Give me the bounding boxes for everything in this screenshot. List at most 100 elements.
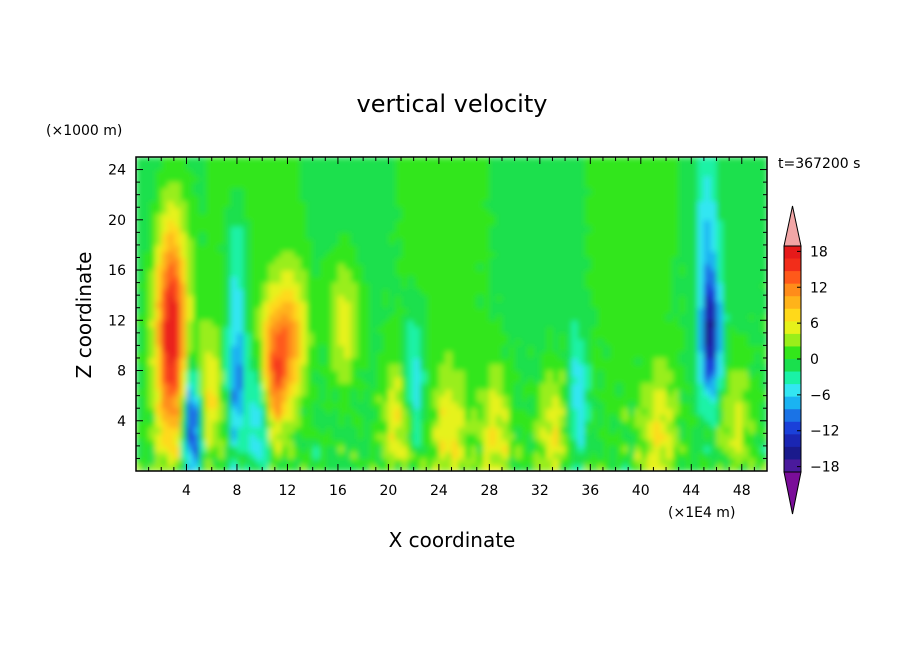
- field-cell: [344, 433, 352, 441]
- field-cell: [337, 364, 345, 372]
- field-cell: [388, 433, 396, 441]
- field-cell: [527, 207, 535, 215]
- field-cell: [331, 389, 339, 397]
- field-cell: [375, 276, 383, 284]
- field-cell: [760, 251, 767, 259]
- field-cell: [312, 458, 320, 466]
- field-cell: [520, 194, 528, 202]
- field-cell: [684, 307, 692, 315]
- field-cell: [577, 420, 585, 428]
- field-cell: [325, 182, 333, 189]
- field-cell: [363, 433, 371, 441]
- field-cell: [243, 351, 251, 359]
- field-cell: [331, 314, 339, 321]
- field-cell: [590, 401, 598, 409]
- field-cell: [363, 232, 371, 240]
- field-cell: [236, 219, 244, 227]
- field-cell: [577, 282, 585, 290]
- field-cell: [697, 207, 705, 215]
- field-cell: [565, 389, 572, 397]
- field-cell: [489, 401, 497, 409]
- field-cell: [527, 175, 535, 183]
- field-cell: [716, 207, 724, 215]
- field-cell: [691, 213, 699, 221]
- field-cell: [533, 238, 541, 246]
- field-cell: [539, 194, 547, 202]
- field-cell: [533, 276, 541, 284]
- field-cell: [710, 219, 718, 227]
- field-cell: [344, 320, 352, 328]
- field-cell: [716, 320, 724, 328]
- field-cell: [678, 351, 686, 359]
- field-cell: [375, 433, 383, 441]
- field-cell: [760, 370, 767, 378]
- field-cell: [375, 288, 383, 296]
- field-cell: [337, 288, 345, 296]
- field-cell: [388, 244, 396, 252]
- field-cell: [710, 270, 718, 277]
- field-cell: [161, 364, 169, 372]
- field-cell: [703, 326, 711, 334]
- field-cell: [565, 226, 572, 233]
- field-cell: [640, 401, 648, 409]
- field-cell: [236, 295, 244, 303]
- field-cell: [331, 345, 339, 353]
- field-cell: [754, 282, 762, 290]
- field-cell: [571, 194, 579, 202]
- field-cell: [691, 307, 699, 315]
- field-cell: [577, 276, 585, 284]
- field-cell: [262, 314, 270, 321]
- field-cell: [186, 339, 194, 346]
- field-cell: [571, 320, 579, 328]
- field-cell: [527, 408, 535, 416]
- field-cell: [527, 332, 535, 340]
- field-cell: [356, 175, 364, 183]
- field-cell: [413, 408, 421, 416]
- field-cell: [255, 414, 263, 422]
- field-cell: [520, 157, 528, 164]
- field-cell: [293, 307, 301, 315]
- field-cell: [369, 232, 377, 240]
- field-cell: [205, 364, 213, 372]
- field-cell: [262, 427, 270, 434]
- field-cell: [350, 295, 358, 303]
- field-cell: [281, 345, 289, 353]
- field-cell: [495, 414, 503, 422]
- field-cell: [571, 282, 579, 290]
- field-cell: [533, 345, 541, 353]
- field-cell: [533, 364, 541, 372]
- field-cell: [722, 232, 730, 240]
- field-cell: [318, 420, 326, 428]
- field-cell: [508, 244, 516, 252]
- field-cell: [527, 244, 535, 252]
- field-cell: [495, 169, 503, 177]
- field-cell: [419, 351, 427, 359]
- field-cell: [142, 226, 150, 233]
- field-cell: [230, 326, 238, 334]
- field-cell: [180, 420, 188, 428]
- field-cell: [684, 351, 692, 359]
- field-cell: [394, 464, 402, 471]
- field-cell: [640, 464, 648, 471]
- field-cell: [729, 257, 737, 265]
- field-cell: [148, 314, 156, 321]
- field-cell: [224, 395, 232, 403]
- field-cell: [735, 251, 743, 259]
- field-cell: [236, 232, 244, 240]
- field-cell: [697, 345, 705, 353]
- field-cell: [697, 389, 705, 397]
- field-cell: [565, 169, 572, 177]
- field-cell: [735, 194, 743, 202]
- field-cell: [539, 332, 547, 340]
- field-cell: [754, 163, 762, 171]
- field-cell: [697, 301, 705, 309]
- field-cell: [527, 357, 535, 365]
- field-cell: [369, 251, 377, 259]
- field-cell: [703, 389, 711, 397]
- field-cell: [413, 376, 421, 384]
- field-cell: [703, 314, 711, 321]
- field-cell: [312, 452, 320, 460]
- field-cell: [161, 464, 169, 471]
- field-cell: [388, 464, 396, 471]
